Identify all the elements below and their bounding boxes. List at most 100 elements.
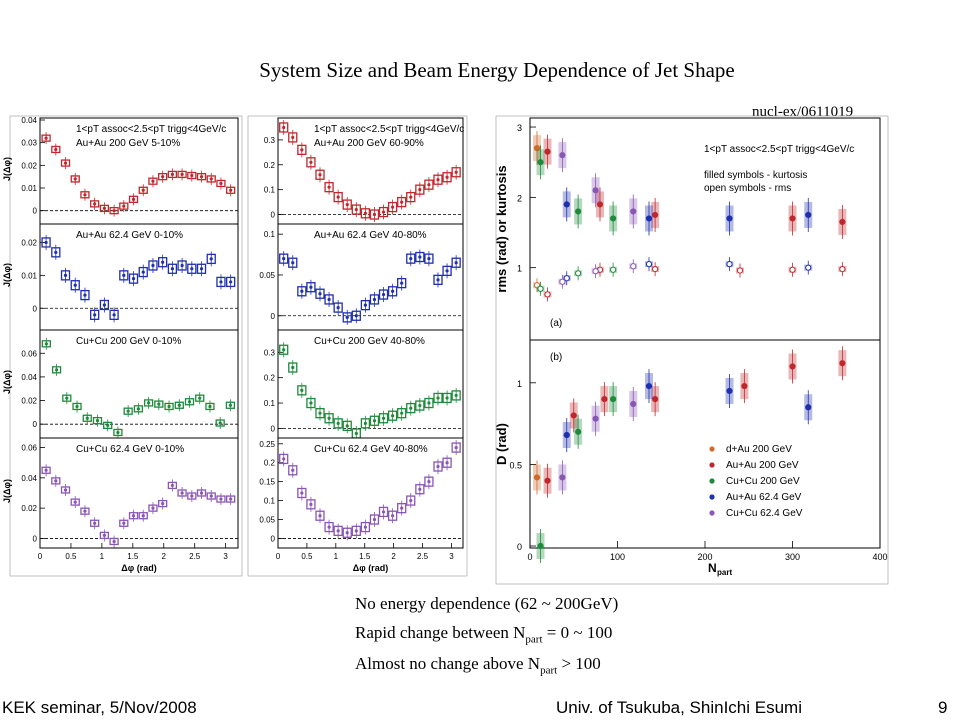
data-point [126,409,130,413]
data-point [318,292,322,296]
y-tick-label: 0.04 [21,474,37,483]
npart-point [537,285,544,292]
npart-point [559,152,566,159]
y-tick-label: 1 [517,264,522,274]
x-tick-label: 1 [100,552,105,561]
npart-point [630,263,637,270]
summary-bullets: No energy dependence (62 ~ 200GeV) Rapid… [355,592,618,682]
x-axis-label: Δφ (rad) [121,563,156,573]
data-point [177,403,181,407]
top-kinematics-label: 1<pT assoc<2.5<pT trigg<4GeV/c [314,124,464,135]
data-point [161,502,165,506]
x-tick-label: 1 [334,552,339,561]
npart-point [839,360,846,367]
y-tick-label: 0.02 [21,504,37,513]
data-point [327,185,331,189]
npart-point [592,268,599,275]
npart-point [789,266,796,273]
y-tick-label: 0 [271,424,276,433]
y-tick-label: 0 [33,534,38,543]
npart-point [726,387,733,395]
y-tick-label: 3 [517,123,522,133]
footer-left: KEK seminar, 5/Nov/2008 [2,698,197,717]
data-point [170,483,174,488]
data-point [122,521,126,525]
panel-frame [277,437,464,549]
npart-point [839,265,846,273]
data-point [229,280,233,284]
bullet-3: Almost no change above Npart > 100 [355,653,601,677]
npart-point [563,431,570,439]
npart-point [736,267,744,274]
data-point [418,255,422,259]
data-point [198,396,202,400]
npart-point [533,282,541,289]
data-point [219,181,223,186]
y-tick-label: 0.1 [264,186,276,195]
data-point [454,170,458,174]
data-point [409,195,413,199]
data-point [400,281,404,285]
data-point [300,491,304,495]
data-point [372,297,377,302]
data-point [327,416,331,420]
data-point [93,313,97,317]
panel-tag: (b) [550,352,562,363]
data-point [282,348,286,352]
x-tick-label: 0.5 [65,552,77,561]
y-tick-label: 0.1 [264,230,276,239]
x-tick-label: 2.5 [417,552,429,561]
data-point [190,173,194,178]
data-point [83,193,87,197]
npart-point [601,396,608,403]
npart-point [805,211,812,219]
data-point [381,416,386,420]
panel-frame [39,329,239,439]
data-point [219,280,223,284]
data-point [151,179,155,183]
x-tick-label: 300 [785,552,800,562]
y-tick-label: 0 [33,207,38,216]
data-point [291,365,295,370]
data-point [318,411,322,415]
y-tick-label: 0.06 [21,444,37,453]
data-point [436,278,440,282]
data-point [73,283,77,287]
data-point [309,285,313,289]
x-tick-label: 2 [391,552,396,561]
data-point [318,514,322,518]
data-point [381,510,386,514]
data-point [282,457,286,461]
npart-point [544,148,551,155]
data-point [44,342,48,346]
legend-marker [709,494,715,500]
y-tick-label: 0 [271,211,276,220]
x-tick-label: 0 [38,552,43,561]
y-tick-label: 0.01 [21,271,37,280]
data-point [363,211,367,215]
y-tick-label: 0.03 [21,139,37,148]
legend-entry: Au+Au 62.4 GeV [726,492,802,503]
npart-point [789,363,796,370]
npart-point [559,474,566,481]
data-point [167,404,171,409]
data-point [229,497,233,501]
data-point [391,205,395,209]
y-axis-label: J(Δφ) [2,157,12,181]
data-point [436,464,440,469]
npart-point [570,412,577,419]
y-axis-label: J(Δφ) [2,263,12,287]
npart-point [596,201,604,208]
data-point [65,396,69,400]
data-point [409,257,413,261]
data-point [199,267,204,271]
data-point [363,525,367,529]
data-point [93,202,97,206]
data-point [44,468,48,472]
data-point [180,491,184,495]
data-point [44,240,48,245]
data-point [63,273,68,277]
data-point [391,289,395,293]
npart-point [645,215,653,222]
data-point [282,125,286,130]
